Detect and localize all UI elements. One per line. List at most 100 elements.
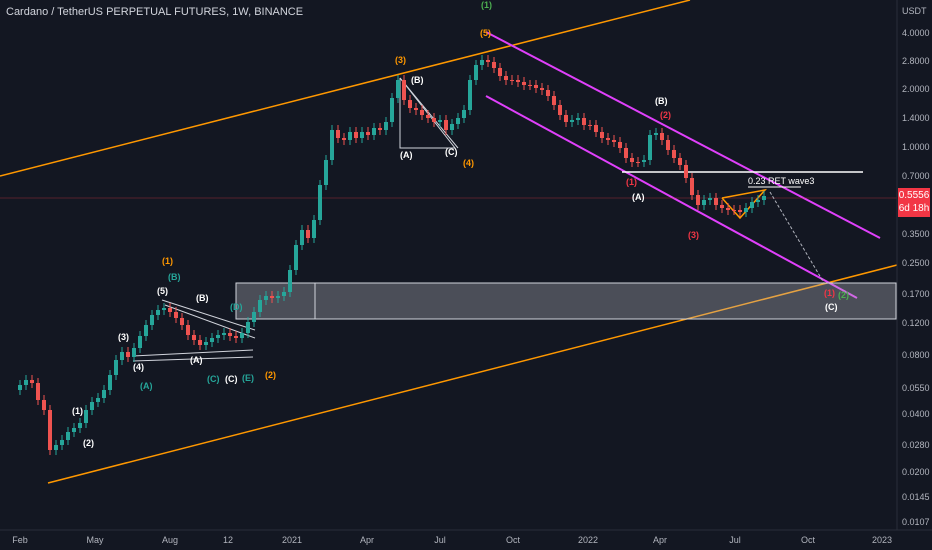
candle-body bbox=[408, 100, 412, 108]
lower-orange-channel-line[interactable] bbox=[47, 264, 898, 484]
price-axis-panel[interactable] bbox=[897, 0, 932, 550]
candle-body bbox=[120, 352, 124, 360]
candle-body bbox=[180, 318, 184, 325]
time-tick-label: Jul bbox=[434, 535, 446, 545]
candle-body bbox=[504, 76, 508, 80]
candle-body bbox=[174, 312, 178, 318]
candle-body bbox=[222, 333, 226, 335]
support-zone-rectangle[interactable] bbox=[235, 282, 897, 320]
projection-path-line[interactable] bbox=[769, 191, 825, 284]
candle-body bbox=[642, 160, 646, 162]
candle-body bbox=[282, 292, 286, 296]
wave-label: (D) bbox=[230, 302, 243, 312]
price-tick-label: 0.0550 bbox=[902, 383, 930, 393]
wave-label: (1) bbox=[626, 177, 637, 187]
candle-body bbox=[312, 220, 316, 238]
candle-body bbox=[36, 383, 40, 400]
candle-body bbox=[204, 342, 208, 345]
candle-body bbox=[726, 208, 730, 210]
candle-body bbox=[570, 120, 574, 122]
magenta-lower-channel-line[interactable] bbox=[485, 95, 858, 299]
candle-body bbox=[678, 158, 682, 165]
candle-body bbox=[144, 325, 148, 336]
wave-label: (A) bbox=[190, 355, 203, 365]
candle-body bbox=[366, 132, 370, 135]
candle-body bbox=[444, 120, 448, 130]
time-tick-label: Oct bbox=[801, 535, 816, 545]
time-axis-ticks: Feb May Aug 12 2021 Apr Jul Oct 2022 Apr Jul Oct 202… bbox=[12, 535, 892, 545]
price-tick-label: 2.8000 bbox=[902, 56, 930, 66]
candle-body bbox=[402, 80, 406, 100]
wave-label: (4) bbox=[133, 362, 144, 372]
wave-label: (C) bbox=[445, 147, 458, 157]
upper-orange-channel-line[interactable] bbox=[0, 0, 691, 177]
candle-body bbox=[72, 428, 76, 432]
candle-body bbox=[486, 60, 490, 62]
candle-body bbox=[18, 385, 22, 390]
price-tick-label: 0.2500 bbox=[902, 258, 930, 268]
price-tick-label: 0.0145 bbox=[902, 492, 930, 502]
candle-body bbox=[396, 80, 400, 98]
wave-label: (B) bbox=[196, 293, 209, 303]
candle-body bbox=[360, 132, 364, 138]
candle-body bbox=[654, 133, 658, 135]
magenta-upper-channel-line[interactable] bbox=[485, 31, 881, 239]
time-tick-label: Apr bbox=[360, 535, 374, 545]
price-tick-label: 1.4000 bbox=[902, 113, 930, 123]
fib-retracement-label: 0.23 RET wave3 bbox=[748, 176, 814, 186]
wedge-lower-line[interactable] bbox=[132, 349, 254, 357]
wave-label: (E) bbox=[242, 373, 254, 383]
candle-body bbox=[102, 390, 106, 398]
candle-body bbox=[744, 208, 748, 212]
candle-body bbox=[714, 198, 718, 205]
candle-body bbox=[318, 185, 322, 220]
time-tick-label: 2021 bbox=[282, 535, 302, 545]
candle-body bbox=[330, 130, 334, 160]
candle-body bbox=[684, 165, 688, 178]
candle-body bbox=[264, 296, 268, 300]
wave-label: (1) bbox=[481, 0, 492, 10]
candle-body bbox=[84, 410, 88, 423]
price-tick-label: 4.0000 bbox=[902, 28, 930, 38]
candle-body bbox=[114, 360, 118, 375]
candle-body bbox=[732, 210, 736, 211]
candle-body bbox=[252, 312, 256, 322]
candle-body bbox=[42, 400, 46, 410]
wedge-upper-line[interactable] bbox=[161, 299, 256, 331]
candle-body bbox=[762, 196, 766, 200]
candle-body bbox=[210, 338, 214, 342]
price-tick-label: 0.0800 bbox=[902, 350, 930, 360]
candle-body bbox=[588, 125, 592, 126]
price-tick-label: 0.1200 bbox=[902, 318, 930, 328]
candle-body bbox=[156, 310, 160, 315]
time-axis-panel[interactable] bbox=[0, 530, 932, 550]
wave-label: (B) bbox=[168, 272, 181, 282]
candle-body bbox=[516, 80, 520, 82]
candlestick-series[interactable] bbox=[18, 55, 766, 455]
candle-body bbox=[546, 90, 550, 96]
candle-body bbox=[750, 202, 754, 208]
candle-body bbox=[636, 162, 640, 163]
time-tick-label: 2023 bbox=[872, 535, 892, 545]
candle-body bbox=[276, 296, 280, 298]
candle-body bbox=[738, 210, 742, 212]
candle-body bbox=[426, 115, 430, 118]
candle-body bbox=[132, 348, 136, 357]
time-tick-label: Jul bbox=[729, 535, 741, 545]
price-tick-label: 0.0200 bbox=[902, 467, 930, 477]
wedge-lower-line-2 bbox=[132, 356, 254, 362]
symbol-title[interactable]: Cardano / TetherUS PERPETUAL FUTURES, 1W… bbox=[6, 6, 304, 18]
candle-countdown: 6d 18h bbox=[898, 203, 930, 214]
candle-body bbox=[618, 142, 622, 148]
candle-body bbox=[90, 402, 94, 410]
candle-body bbox=[108, 375, 112, 390]
candle-body bbox=[624, 148, 628, 158]
time-tick-label: Aug bbox=[162, 535, 178, 545]
candle-body bbox=[138, 336, 142, 348]
candle-body bbox=[66, 432, 70, 440]
candle-body bbox=[198, 340, 202, 345]
candle-body bbox=[432, 118, 436, 122]
candle-body bbox=[552, 96, 556, 105]
candle-body bbox=[600, 132, 604, 138]
